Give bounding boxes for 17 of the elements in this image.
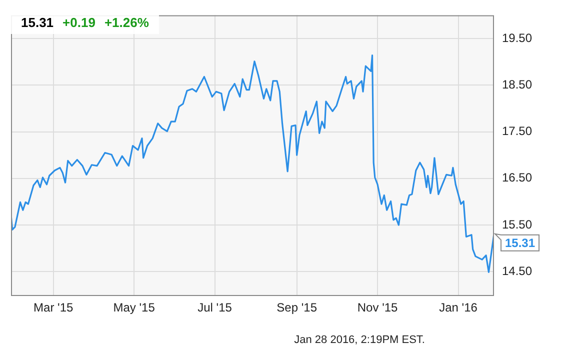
x-tick-label: Jan '16 [439,300,478,315]
x-tick-label: May '15 [113,300,156,315]
x-tick-label: Mar '15 [34,300,74,315]
y-tick-label: 16.50 [502,170,532,185]
y-tick-label: 18.50 [502,77,532,92]
y-tick-label: 19.50 [502,30,532,45]
text: Jan 28 2016, 2:19PM EST. [294,334,425,346]
y-tick-label: 17.50 [502,124,532,138]
x-tick-label: Nov '15 [357,300,398,315]
annotation: +0.19 [62,14,96,30]
annotation: +1.26% [104,14,149,30]
x-tick-label: Jul '15 [198,300,232,315]
y-tick-label: 15.50 [502,217,532,232]
chart-title: 15.31 [21,14,54,30]
x-tick-label: Sep '15 [276,300,318,315]
y-tick-label: 14.50 [502,264,532,278]
annotation: 15.31 [505,236,536,250]
